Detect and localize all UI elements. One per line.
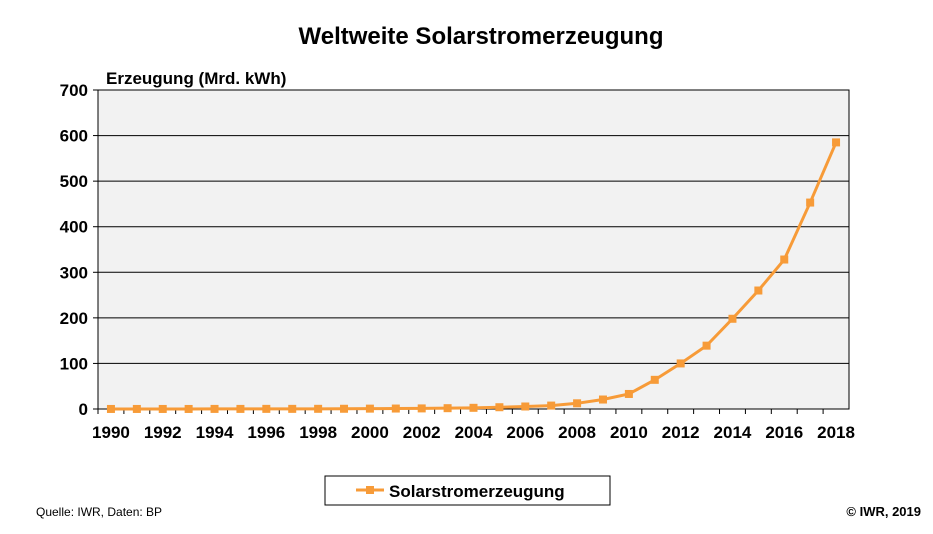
x-tick-label: 1996 [247,423,285,442]
data-point [702,341,711,350]
y-axis-label: Erzeugung (Mrd. kWh) [106,69,286,88]
copyright: © IWR, 2019 [846,504,921,519]
y-tick-label: 400 [60,218,88,237]
x-tick-label: 2018 [817,423,855,442]
x-tick-label: 2000 [351,423,389,442]
data-point [832,138,841,147]
chart-title: Weltweite Solarstromerzeugung [299,23,664,50]
data-point [469,403,478,412]
data-point [754,286,763,295]
data-point [288,404,297,413]
data-point [210,404,219,413]
data-point [314,404,323,413]
y-tick-label: 200 [60,309,88,328]
data-point [391,404,400,413]
data-point [547,401,556,410]
data-point [262,404,271,413]
data-point [184,404,193,413]
legend-label: Solarstromerzeugung [389,482,565,501]
x-tick-label: 1992 [144,423,182,442]
data-point [417,404,426,413]
data-point [650,375,659,384]
x-tick-label: 2012 [662,423,700,442]
x-tick-label: 1994 [196,423,234,442]
data-point [624,389,633,398]
data-point [806,198,815,207]
data-point [158,404,167,413]
y-tick-label: 0 [79,400,88,419]
data-point [443,404,452,413]
legend-marker [366,486,374,494]
y-tick-label: 100 [60,354,88,373]
x-tick-label: 1990 [92,423,130,442]
x-tick-label: 2010 [610,423,648,442]
data-point [340,404,349,413]
y-tick-label: 700 [60,81,88,100]
data-point [132,404,141,413]
data-point [106,404,115,413]
y-tick-label: 500 [60,172,88,191]
y-tick-label: 300 [60,263,88,282]
data-point [598,395,607,404]
data-point [728,314,737,323]
x-tick-label: 2008 [558,423,596,442]
data-point [236,404,245,413]
data-point [780,255,789,264]
x-tick-label: 2016 [765,423,803,442]
data-point [365,404,374,413]
x-tick-label: 2006 [506,423,544,442]
data-point [676,359,685,368]
data-point [495,403,504,412]
x-tick-label: 2004 [455,423,493,442]
x-tick-label: 2002 [403,423,441,442]
source-note: Quelle: IWR, Daten: BP [36,505,163,519]
plot-area [97,89,850,410]
data-point [573,399,582,408]
x-tick-label: 2014 [714,423,752,442]
y-tick-label: 600 [60,127,88,146]
data-point [521,402,530,411]
x-tick-label: 1998 [299,423,337,442]
